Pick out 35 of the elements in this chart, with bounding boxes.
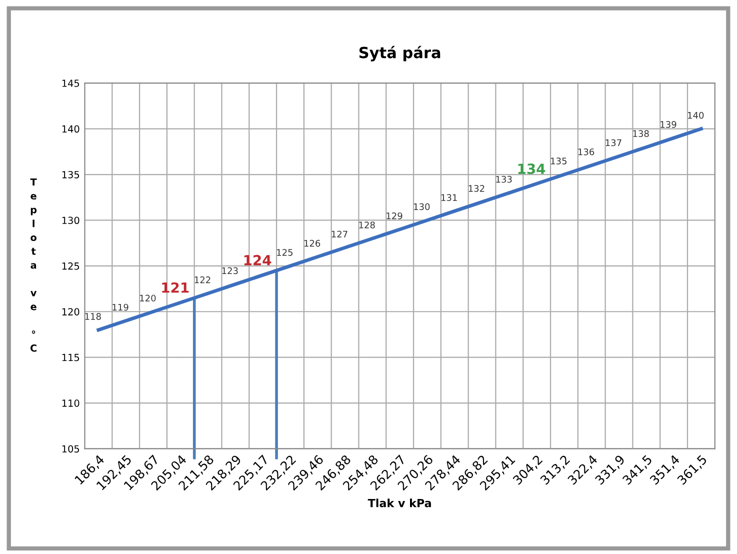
data-label: 129 — [386, 212, 402, 220]
data-label: 126 — [304, 240, 320, 247]
data-label: 136 — [578, 148, 594, 156]
data-label: 133 — [496, 176, 512, 183]
data-label: 137 — [606, 139, 622, 146]
x-axis-title: Tlak v kPa — [368, 498, 431, 508]
data-label: 138 — [633, 130, 649, 138]
y-tick-label: 135 — [62, 170, 80, 178]
data-label: 132 — [468, 185, 484, 192]
data-label: 125 — [277, 249, 293, 256]
data-label: 120 — [140, 294, 156, 302]
y-tick-label: 120 — [62, 308, 80, 316]
data-label: 135 — [551, 158, 566, 164]
annotation: 121 — [162, 282, 189, 293]
data-label: 130 — [414, 203, 430, 210]
data-label: 131 — [441, 194, 457, 201]
data-label: 123 — [222, 267, 238, 274]
y-tick-label: 145 — [62, 80, 80, 87]
data-label: 128 — [359, 222, 375, 228]
y-tick-label: 140 — [62, 125, 80, 133]
chart-title: Sytá pára — [359, 46, 440, 62]
data-label: 139 — [660, 121, 676, 128]
data-label: 119 — [112, 304, 128, 311]
y-tick-label: 110 — [62, 400, 80, 407]
annotation: 124 — [244, 254, 272, 266]
data-label: 122 — [194, 276, 210, 284]
data-label: 140 — [688, 112, 704, 119]
y-tick-label: 105 — [62, 445, 80, 453]
data-label: 127 — [332, 230, 348, 238]
text: Teplota ve °C — [30, 178, 37, 352]
annotation: 134 — [518, 164, 546, 174]
y-tick-label: 130 — [62, 216, 80, 224]
y-tick-label: 125 — [62, 262, 80, 270]
y-tick-label: 115 — [62, 354, 80, 362]
data-label: 118 — [85, 312, 101, 320]
